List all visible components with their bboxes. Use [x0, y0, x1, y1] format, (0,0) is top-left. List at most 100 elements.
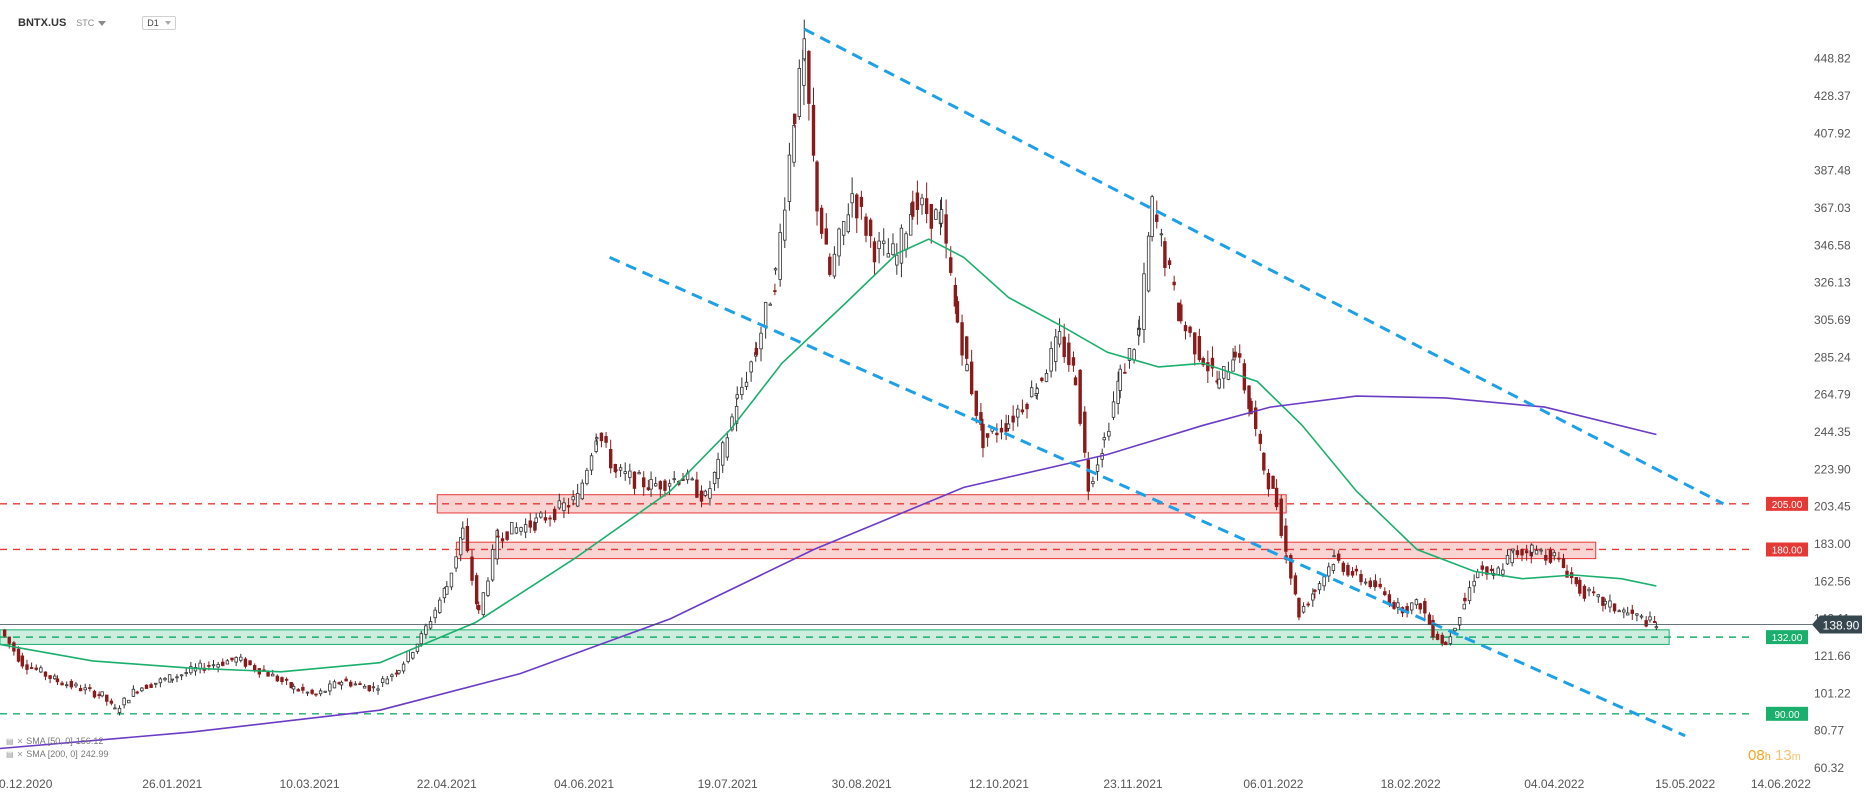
x-tick-label: 12.10.2021	[969, 777, 1029, 791]
candle-body	[1127, 348, 1132, 361]
candle-body	[1095, 464, 1100, 472]
last-price-tag	[1812, 615, 1862, 634]
candle-body	[708, 488, 712, 499]
candle-body	[740, 386, 744, 396]
candle-body	[815, 161, 819, 212]
candle-body	[695, 479, 699, 498]
candle-countdown: 08h 13m	[1748, 747, 1801, 764]
candle-body	[604, 436, 608, 443]
countdown-minutes: 13	[1774, 747, 1792, 764]
candle-body	[1233, 351, 1237, 358]
candle-body	[1462, 603, 1466, 610]
candle-body	[401, 663, 406, 672]
indicator-name: SMA [200, 0]	[26, 749, 78, 759]
candle-body	[179, 674, 184, 677]
candle-body	[1414, 599, 1419, 606]
x-tick-label: 26.01.2021	[142, 777, 202, 791]
close-icon[interactable]: ✕	[16, 750, 24, 759]
candle-body	[1083, 411, 1087, 453]
candle-body	[510, 522, 514, 535]
candle-body	[445, 586, 449, 595]
candle-body	[649, 479, 653, 490]
y-tick-label: 183.00	[1814, 537, 1851, 551]
candle-body	[275, 675, 280, 682]
candle-body	[88, 687, 92, 690]
x-tick-label: 10.03.2021	[280, 777, 340, 791]
candle-body	[1183, 325, 1188, 332]
candle-body	[949, 257, 953, 273]
candle-body	[470, 556, 474, 581]
y-tick-label: 305.69	[1814, 313, 1851, 327]
candle-body	[60, 682, 64, 686]
candle-body	[1368, 580, 1372, 587]
candle-body	[1035, 388, 1039, 394]
timeframe-dropdown[interactable]: D1	[142, 16, 176, 30]
level-tag-0	[1766, 496, 1808, 511]
candle-body	[1201, 358, 1205, 366]
x-tick-label: 19.07.2021	[698, 777, 758, 791]
candle-body	[543, 517, 548, 521]
candle-body	[339, 681, 344, 686]
candle-body	[1293, 575, 1298, 595]
settings-icon[interactable]: ▤	[6, 750, 14, 759]
candle-body	[1336, 553, 1341, 561]
candle-body	[1193, 332, 1197, 355]
candle-body	[1383, 591, 1387, 596]
level-tag-label-2: 132.00	[1772, 633, 1803, 644]
settings-icon[interactable]: ▤	[6, 737, 14, 746]
y-tick-label: 285.24	[1814, 350, 1851, 364]
x-tick-label: 04.04.2022	[1524, 777, 1584, 791]
candle-body	[690, 478, 694, 481]
candle-body	[43, 671, 48, 677]
candle-body	[1210, 357, 1215, 369]
candle-body	[1137, 327, 1141, 336]
close-icon[interactable]: ✕	[16, 737, 24, 746]
candle-body	[7, 636, 11, 644]
candle-body	[1179, 304, 1183, 322]
candle-body	[1350, 571, 1355, 576]
candle-body	[1539, 549, 1543, 552]
candle-body	[1289, 555, 1293, 579]
candle-body	[55, 678, 60, 683]
candle-body	[768, 303, 772, 306]
candle-body	[92, 690, 97, 698]
chevron-down-icon	[164, 21, 171, 25]
candle-body	[783, 209, 787, 241]
candle-body	[734, 405, 739, 424]
candle-body	[25, 664, 29, 670]
candle-body	[1163, 241, 1167, 268]
indicator-name: SMA [50, 0]	[26, 736, 73, 746]
candle-body	[310, 689, 314, 694]
candle-body	[855, 194, 859, 219]
candle-body	[328, 683, 332, 692]
candle-body	[1040, 377, 1044, 381]
candle-body	[1311, 593, 1315, 601]
candle-body	[1247, 385, 1251, 410]
candle-body	[1548, 549, 1553, 563]
candle-body	[548, 517, 552, 520]
candle-body	[1457, 617, 1462, 626]
candle-body	[127, 699, 131, 704]
x-tick-label: 14.06.2022	[1751, 777, 1811, 791]
candle-body	[1444, 641, 1448, 646]
candle-body	[1557, 557, 1561, 560]
candle-body	[376, 688, 380, 691]
level-tag-label-3: 90.00	[1774, 710, 1799, 721]
candle-body	[703, 490, 708, 496]
instrument-type-dropdown[interactable]: STC	[76, 18, 107, 28]
candle-body	[225, 660, 230, 665]
candle-body	[712, 471, 717, 485]
candle-body	[490, 549, 495, 581]
candle-body	[189, 666, 193, 674]
y-tick-label: 387.48	[1814, 164, 1851, 178]
instrument-type-label: STC	[76, 18, 95, 28]
candle-body	[667, 483, 672, 487]
candle-body	[632, 471, 637, 489]
candle-body	[895, 254, 899, 266]
candle-body	[837, 228, 841, 257]
level-tag-label-0: 205.00	[1772, 500, 1803, 511]
candle-body	[1327, 566, 1331, 577]
candle-body	[117, 707, 122, 713]
candle-body	[1639, 615, 1644, 618]
